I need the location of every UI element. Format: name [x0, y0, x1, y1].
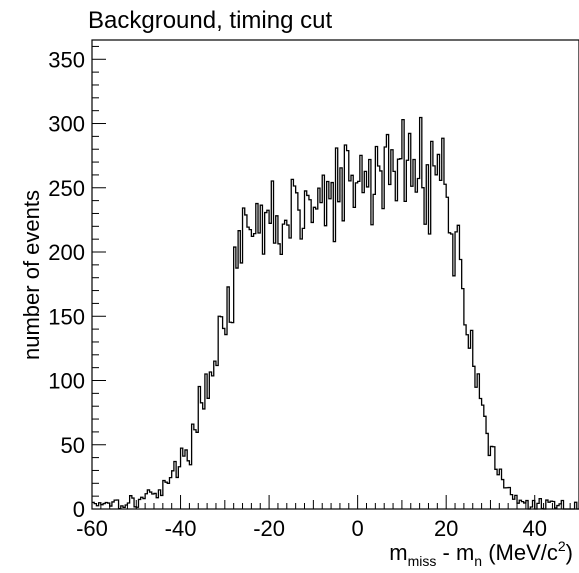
x-tick-label: 0 — [352, 516, 364, 541]
x-tick-label: 20 — [434, 516, 458, 541]
axis-layer: -60 -40 -20 0 20 40 0 50 100 150 200 250 300 350 — [48, 45, 579, 541]
y-tick-label: 50 — [61, 433, 85, 458]
y-axis-label: number of events — [19, 190, 44, 360]
x-tick-label: -60 — [76, 516, 108, 541]
y-tick-label: 200 — [48, 240, 85, 265]
x-tick-label: -20 — [253, 516, 285, 541]
x-tick-label: -40 — [165, 516, 197, 541]
y-tick-label: 150 — [48, 304, 85, 329]
histogram-layer — [92, 116, 579, 510]
y-tick-label: 250 — [48, 176, 85, 201]
plot-frame — [91, 39, 579, 510]
histogram-line — [92, 116, 579, 510]
y-tick-label: 0 — [73, 497, 85, 522]
chart-title: Background, timing cut — [88, 7, 332, 34]
x-tick-label: 40 — [522, 516, 546, 541]
x-axis-label: mmiss - mn (MeV/c2) — [389, 538, 573, 569]
y-tick-label: 100 — [48, 369, 85, 394]
y-tick-label: 300 — [48, 112, 85, 137]
y-tick-label: 350 — [48, 47, 85, 72]
